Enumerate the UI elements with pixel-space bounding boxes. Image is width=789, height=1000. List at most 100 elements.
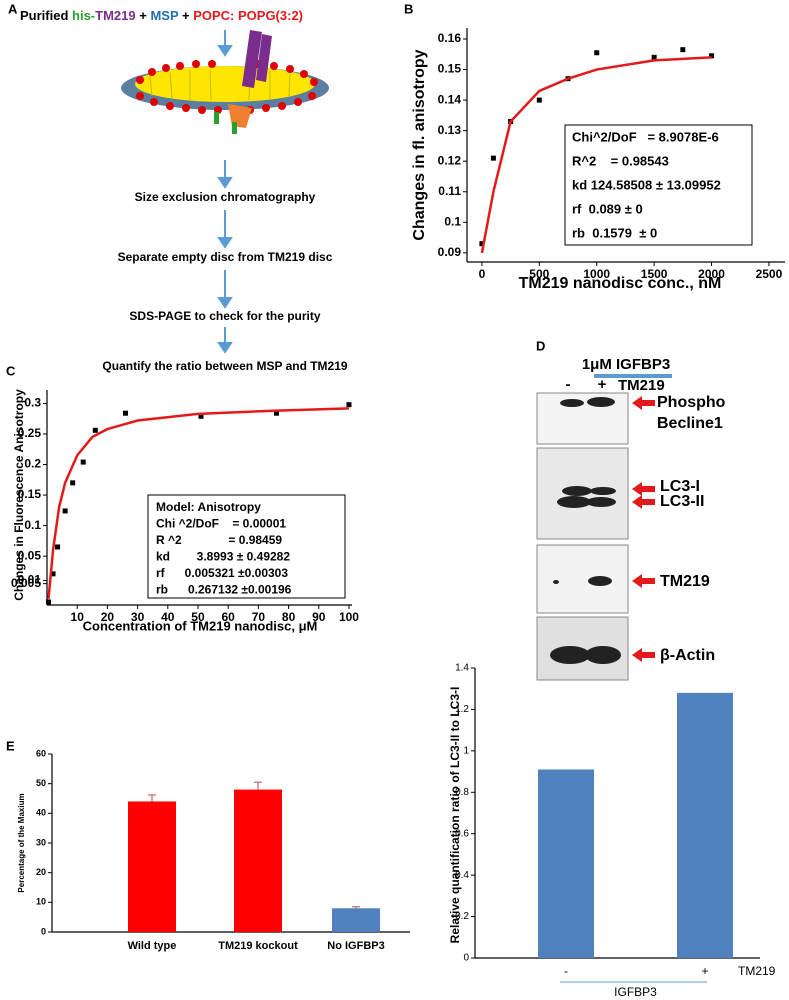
panel-label: B	[404, 1, 413, 16]
flow-arrows	[217, 30, 233, 354]
y-tick-label: 1	[463, 745, 469, 756]
annotation-line: Chi^2/DoF = 8.9078E-6	[572, 129, 719, 144]
y-tick-label: 0.01	[18, 573, 42, 587]
title-part: +	[178, 8, 193, 23]
nanodisc	[121, 30, 329, 134]
annotation-line: rb 0.1579 ± 0	[572, 225, 657, 240]
y-tick-label: 0.05	[18, 548, 42, 562]
y-tick-label: 0.1	[444, 214, 461, 228]
annotation-line: Chi ^2/DoF = 0.00001	[156, 517, 286, 531]
title-part: his-	[72, 8, 95, 23]
chart: 0 0.2 0.4 0.6 0.8 1 1.2 1.4 Relative quantificat…	[448, 663, 776, 1000]
y-tick-label: 0.2	[455, 911, 469, 922]
y-tick-label: 1.4	[455, 663, 469, 674]
band-label: Becline1	[657, 415, 723, 432]
x-tick-label: 1500	[641, 267, 668, 281]
x-tick-label: 10	[71, 610, 85, 624]
y-tick-label: 0.6	[455, 828, 469, 839]
x-tick-label: 0	[479, 267, 486, 281]
x-axis-label: TM219 nanodisc conc., nM	[519, 275, 722, 292]
x-tick-label: 50	[191, 610, 205, 624]
annotation-line: rf 0.089 ± 0	[572, 201, 643, 216]
y-tick-label: 0.15	[18, 487, 42, 501]
y-axis-label: Percentage of the Maxium	[17, 793, 26, 892]
annotation-box	[147, 494, 346, 599]
y-tick-label: 1.2	[455, 704, 469, 715]
treatment-bar	[594, 374, 672, 378]
blot-arrows	[632, 396, 655, 662]
blot-treatment: 1μM IGFBP3	[582, 356, 670, 373]
panel-a-title: Purified his-TM219 + MSP + POPC: POPG(3:…	[20, 8, 303, 23]
y-tick-label: 0.25	[18, 426, 42, 440]
y-axis-label: Changes in fl. anisotropy	[411, 49, 428, 240]
data-point	[70, 480, 76, 486]
annotation-line: Model: Anisotropy	[156, 500, 261, 514]
bar	[332, 908, 380, 932]
data-point	[123, 410, 129, 416]
band-label: Phospho	[657, 394, 726, 411]
y-axis-label: Relative quantification ratio of LC3-II …	[448, 687, 462, 944]
data-point	[536, 97, 542, 103]
data-point	[198, 413, 204, 419]
data-point	[50, 571, 56, 577]
x-tick-label: 90	[312, 610, 326, 624]
data-point	[80, 459, 86, 465]
data-point	[709, 53, 715, 59]
y-tick-label: 0.2	[24, 457, 41, 471]
annotation-line: R ^2 = 0.98459	[156, 533, 282, 547]
y-tick-label: 0.15	[438, 62, 462, 76]
title-part: +	[136, 8, 151, 23]
x-tick-label: 1000	[583, 267, 610, 281]
y-tick-label: 10	[36, 897, 46, 907]
x-tick-label: 70	[252, 610, 266, 624]
data-point	[92, 427, 98, 433]
annotation-line: rf 0.005321 ±0.00303	[156, 566, 288, 580]
y-tick-label: 0.09	[438, 245, 462, 259]
data-point	[55, 544, 61, 550]
group-label: IGFBP3	[614, 985, 657, 999]
data-point	[479, 241, 485, 247]
annotation-line: rb 0.267132 ±0.00196	[156, 583, 292, 597]
title-part: TM219	[95, 8, 135, 23]
annotation-line: kd 3.8993 ± 0.49282	[156, 550, 290, 564]
x-tick-label: 500	[529, 267, 549, 281]
panel-label: D	[536, 338, 545, 353]
annotation-box	[564, 124, 753, 246]
x-tick-label: -	[564, 964, 568, 978]
y-tick-label: 0.005	[11, 576, 41, 590]
band-label: β-Actin	[660, 647, 715, 664]
data-point	[274, 410, 280, 416]
flow-step: Size exclusion chromatography	[135, 190, 316, 204]
lane-factor: TM219	[618, 377, 665, 394]
y-tick-label: 0.8	[455, 787, 469, 798]
y-tick-label: 0.11	[438, 184, 461, 198]
y-axis-label: Changes in Fluorescence Anisotropy	[12, 389, 26, 601]
y-tick-label: 50	[36, 778, 46, 788]
fit-line	[480, 56, 712, 254]
y-tick-label: 0.1	[24, 518, 41, 532]
band-label: TM219	[660, 573, 710, 590]
blot-images	[536, 392, 629, 681]
y-tick-label: 0.16	[438, 31, 462, 45]
y-tick-label: 0	[463, 953, 469, 964]
y-tick-label: 40	[36, 808, 46, 818]
data-point	[490, 155, 496, 161]
x-tick-label: 60	[222, 610, 236, 624]
bar	[538, 769, 594, 958]
y-tick-label: 0.12	[438, 153, 462, 167]
y-tick-label: 30	[36, 837, 46, 847]
lane-label: -	[566, 376, 571, 393]
flow-step: Quantify the ratio between MSP and TM219	[102, 359, 347, 373]
flow-step: SDS-PAGE to check for the purity	[129, 309, 320, 323]
data-point	[594, 50, 600, 56]
title-part: POPC: POPG(3:2)	[193, 8, 303, 23]
bar	[234, 789, 282, 932]
x-tick-label: 100	[339, 610, 359, 624]
y-tick-label: 60	[36, 748, 46, 758]
y-tick-label: 0.3	[24, 396, 41, 410]
bar	[677, 692, 733, 958]
y-tick-label: 0	[41, 926, 46, 936]
chart: 0.09 0.1 0.11 0.12 0.13 0.14 0.15 0.16 0 500 1000 1…	[411, 28, 785, 292]
x-tick-label: 40	[161, 610, 175, 624]
